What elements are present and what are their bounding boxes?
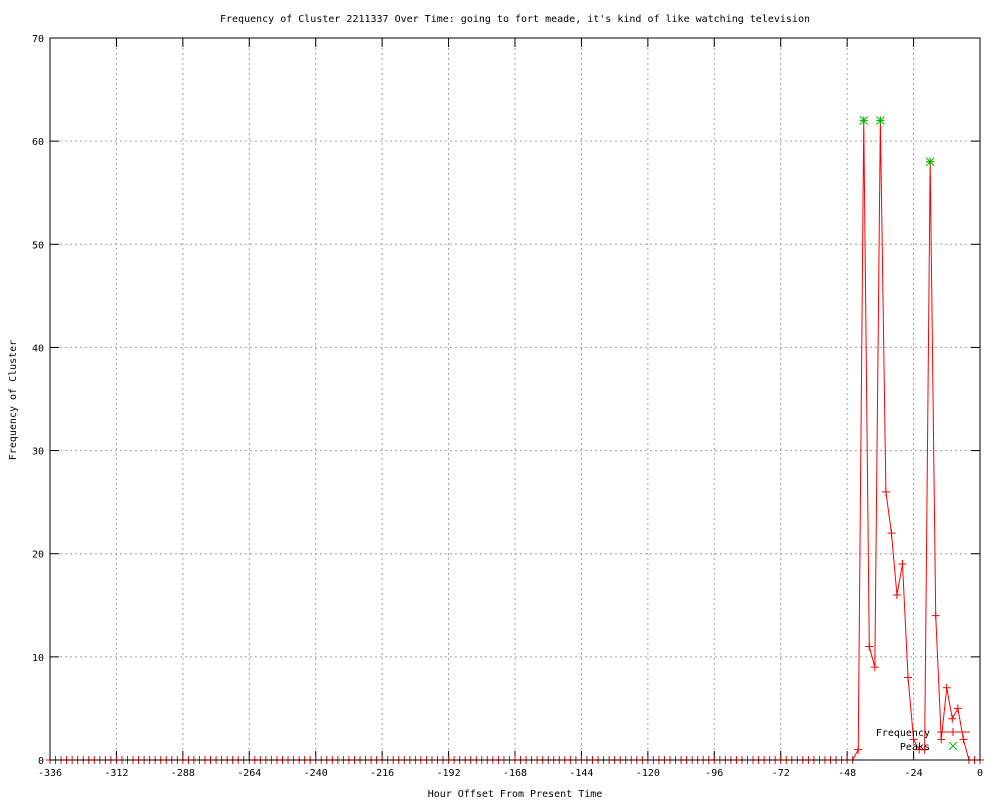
plus-marker	[859, 116, 868, 125]
x-tick-label: -312	[104, 768, 128, 779]
frequency-point	[892, 590, 901, 599]
plus-marker	[854, 745, 863, 754]
frequency-point	[920, 745, 929, 754]
frequency-point	[898, 560, 907, 569]
plus-marker	[937, 735, 946, 744]
x-tick-label: -192	[437, 768, 461, 779]
x-tick-label: -264	[237, 768, 261, 779]
frequency-point	[931, 611, 940, 620]
x-tick-label: -144	[569, 768, 593, 779]
plus-marker	[926, 157, 935, 166]
frequency-point	[959, 735, 968, 744]
legend-label-peaks: Peaks	[900, 742, 930, 753]
y-tick-label: 20	[32, 550, 44, 561]
frequency-point	[948, 714, 957, 723]
frequency-point	[953, 704, 962, 713]
frequency-point	[854, 745, 863, 754]
frequency-point	[904, 673, 913, 682]
y-tick-label: 70	[32, 34, 44, 45]
x-tick-label: -240	[304, 768, 328, 779]
x-tick-label: -168	[503, 768, 527, 779]
frequency-point	[909, 735, 918, 744]
plus-marker	[953, 704, 962, 713]
legend-marker-frequency	[949, 728, 957, 736]
x-marker	[948, 741, 958, 751]
x-tick-label: -72	[772, 768, 790, 779]
plus-marker	[909, 735, 918, 744]
plus-marker	[887, 529, 896, 538]
legend-label-frequency: Frequency	[876, 728, 930, 739]
frequency-point	[887, 529, 896, 538]
frequency-point	[881, 487, 890, 496]
plus-marker	[920, 745, 929, 754]
x-tick-label: -96	[705, 768, 723, 779]
peak-point-plus	[859, 116, 868, 125]
y-tick-label: 10	[32, 653, 44, 664]
y-tick-label: 50	[32, 240, 44, 251]
y-axis-label: Frequency of Cluster	[8, 340, 19, 460]
plus-marker	[949, 728, 957, 736]
frequency-point	[937, 735, 946, 744]
plus-marker	[892, 590, 901, 599]
plus-marker	[865, 642, 874, 651]
x-tick-label: -120	[636, 768, 660, 779]
plus-marker	[904, 673, 913, 682]
frequency-point	[870, 663, 879, 672]
x-tick-label: -216	[370, 768, 394, 779]
frequency-point	[942, 683, 951, 692]
peak-point-plus	[926, 157, 935, 166]
y-tick-label: 0	[38, 756, 44, 767]
plot-border	[49, 37, 981, 761]
x-tick-label: -288	[171, 768, 195, 779]
x-tick-label: -48	[838, 768, 856, 779]
plus-marker	[870, 663, 879, 672]
plus-marker	[876, 116, 885, 125]
x-axis-label: Hour Offset From Present Time	[428, 789, 603, 800]
legend-marker-peaks	[948, 741, 958, 751]
plus-marker	[881, 487, 890, 496]
plus-marker	[931, 611, 940, 620]
x-tick-label: -24	[905, 768, 923, 779]
y-tick-label: 40	[32, 343, 44, 354]
plus-marker	[948, 714, 957, 723]
chart-title: Frequency of Cluster 2211337 Over Time: …	[220, 14, 810, 25]
peak-point-plus	[876, 116, 885, 125]
y-tick-label: 60	[32, 137, 44, 148]
x-tick-label: -336	[38, 768, 62, 779]
x-tick-label: 0	[977, 768, 983, 779]
plus-marker	[898, 560, 907, 569]
y-tick-label: 30	[32, 447, 44, 458]
plus-marker	[959, 735, 968, 744]
plus-marker	[942, 683, 951, 692]
frequency-point	[865, 642, 874, 651]
